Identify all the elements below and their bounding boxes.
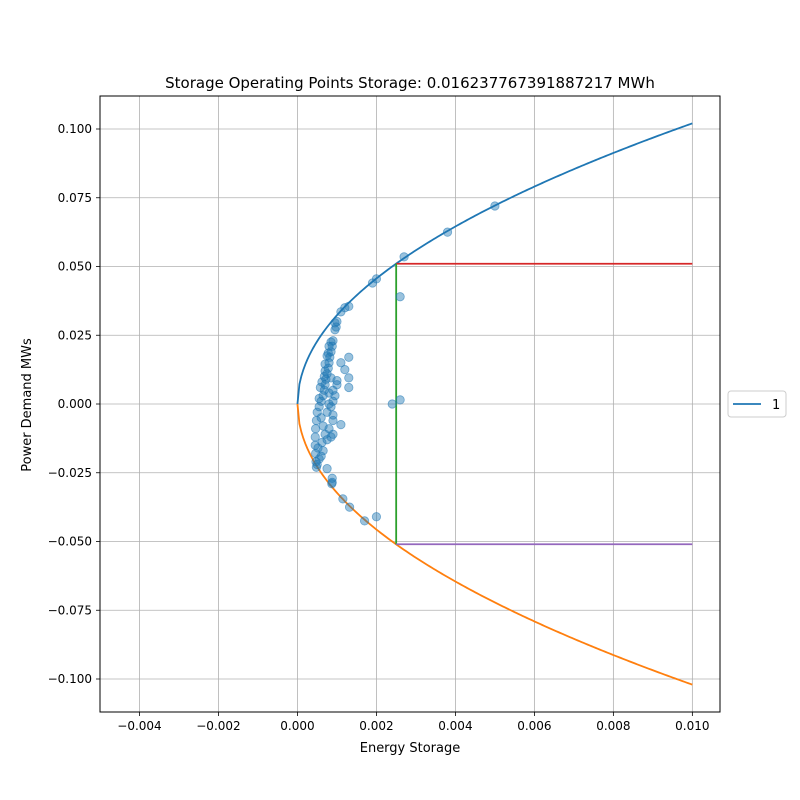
operating-point <box>338 494 348 504</box>
curve-layer <box>296 122 693 686</box>
operating-point <box>322 435 332 445</box>
x-axis-label: Energy Storage <box>360 741 461 756</box>
y-tick-label: −0.100 <box>48 672 92 686</box>
operating-point <box>313 443 323 453</box>
operating-point <box>315 382 325 393</box>
operating-point <box>336 307 346 317</box>
operating-point <box>344 382 354 393</box>
operating-point <box>336 420 346 430</box>
chart-title: Storage Operating Points Storage: 0.0162… <box>165 74 655 92</box>
operating-point <box>395 292 405 302</box>
x-tick-label: 0.002 <box>359 719 393 733</box>
x-tick-label: 0.000 <box>280 719 314 733</box>
operating-point <box>442 227 453 237</box>
y-tick-label: −0.025 <box>48 466 92 480</box>
operating-point <box>324 388 334 398</box>
x-tick-label: 0.008 <box>596 719 630 733</box>
x-tick-label: −0.002 <box>196 719 240 733</box>
y-tick-label: 0.000 <box>58 397 92 411</box>
x-tick-label: 0.004 <box>438 719 472 733</box>
grid-lines <box>100 96 720 712</box>
operating-point <box>330 318 340 328</box>
operating-point <box>324 399 334 409</box>
operating-point <box>326 337 336 347</box>
y-tick-label: 0.050 <box>58 260 92 274</box>
y-tick-label: −0.075 <box>48 603 92 617</box>
legend: 1 <box>727 390 787 418</box>
operating-point <box>344 373 354 383</box>
operating-point <box>328 415 338 426</box>
operating-point <box>322 407 332 417</box>
y-tick-label: 0.025 <box>58 328 92 342</box>
operating-point <box>319 371 329 382</box>
operating-point <box>317 377 327 387</box>
operating-point <box>314 393 324 404</box>
upper-bound-curve <box>296 122 693 405</box>
operating-point <box>323 348 333 358</box>
operating-point <box>371 512 382 522</box>
x-tick-label: 0.010 <box>675 719 709 733</box>
y-axis-ticks: 0.100 0.075 0.050 0.025 0.000 −0.025 −0.050 −0.… <box>48 122 100 686</box>
operating-point <box>316 451 326 461</box>
x-tick-label: −0.004 <box>117 719 161 733</box>
operating-point <box>322 464 332 474</box>
x-tick-label: 0.006 <box>517 719 551 733</box>
lower-bound-curve <box>296 403 693 686</box>
operating-point <box>367 278 378 288</box>
operating-point <box>395 395 405 405</box>
y-tick-label: 0.100 <box>58 122 92 136</box>
operating-point <box>359 516 370 526</box>
operating-point <box>344 352 354 362</box>
operating-point <box>336 358 346 368</box>
operating-point <box>320 359 330 369</box>
scatter-layer <box>310 201 500 526</box>
operating-point <box>320 429 330 439</box>
operating-point <box>330 325 340 335</box>
operating-point <box>326 373 336 383</box>
operating-point <box>399 252 409 262</box>
operating-point <box>490 201 500 211</box>
operating-point <box>387 399 397 409</box>
x-axis-ticks: −0.004 −0.002 0.000 0.002 0.004 0.006 0.008 0.0… <box>117 712 710 733</box>
y-tick-label: 0.075 <box>58 191 92 205</box>
legend-label: 1 <box>772 398 780 413</box>
operating-point <box>318 421 328 431</box>
operating-point <box>340 365 350 375</box>
y-axis-label: Power Demand MWs <box>20 338 35 472</box>
operating-point <box>344 502 355 512</box>
operating-point <box>327 479 337 489</box>
y-tick-label: −0.050 <box>48 535 92 549</box>
operating-point <box>312 459 322 470</box>
